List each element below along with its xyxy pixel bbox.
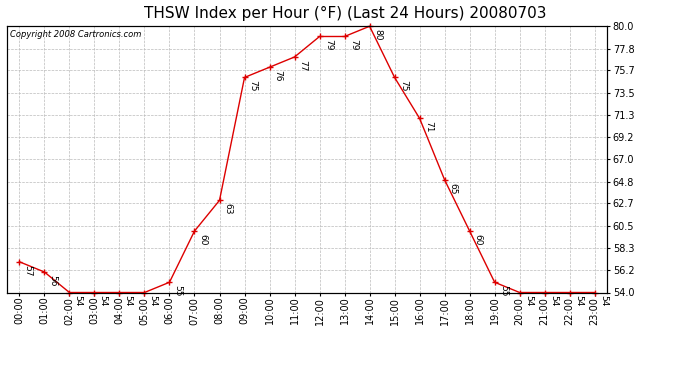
Text: 79: 79 <box>348 39 357 51</box>
Text: 54: 54 <box>74 295 83 307</box>
Text: 55: 55 <box>174 285 183 297</box>
Text: 71: 71 <box>424 121 433 133</box>
Text: 80: 80 <box>374 29 383 40</box>
Text: 54: 54 <box>124 295 132 307</box>
Text: 79: 79 <box>324 39 333 51</box>
Text: 60: 60 <box>199 234 208 245</box>
Text: 60: 60 <box>474 234 483 245</box>
Text: 57: 57 <box>23 264 32 276</box>
Text: 54: 54 <box>574 295 583 307</box>
Text: 75: 75 <box>399 80 408 92</box>
Text: 76: 76 <box>274 70 283 81</box>
Text: 63: 63 <box>224 203 233 214</box>
Text: 77: 77 <box>299 60 308 71</box>
Text: 54: 54 <box>99 295 108 307</box>
Text: 55: 55 <box>499 285 508 297</box>
Text: 54: 54 <box>549 295 558 307</box>
Text: 75: 75 <box>248 80 257 92</box>
Text: 54: 54 <box>148 295 157 307</box>
Text: Copyright 2008 Cartronics.com: Copyright 2008 Cartronics.com <box>10 30 141 39</box>
Text: 56: 56 <box>48 275 57 286</box>
Text: 54: 54 <box>599 295 608 307</box>
Text: 54: 54 <box>524 295 533 307</box>
Text: THSW Index per Hour (°F) (Last 24 Hours) 20080703: THSW Index per Hour (°F) (Last 24 Hours)… <box>144 6 546 21</box>
Text: 65: 65 <box>448 183 457 194</box>
